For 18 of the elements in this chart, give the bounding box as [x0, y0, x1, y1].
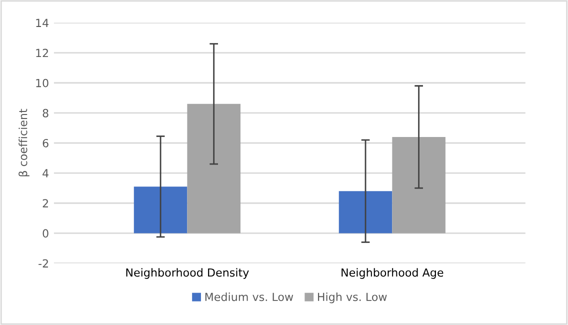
y-tick-label: 0: [42, 229, 48, 238]
x-tick-label: Neighborhood Age: [342, 268, 444, 279]
bar: [338, 191, 392, 234]
y-tick-label: 4: [42, 169, 48, 178]
legend-label: Medium vs. Low: [205, 292, 294, 302]
legend-label: High vs. Low: [318, 292, 387, 304]
bar: [392, 136, 446, 234]
y-tick-label: 12: [36, 48, 48, 58]
y-tick-label: 8: [42, 108, 48, 118]
y-tick-label: 6: [42, 138, 48, 148]
y-tick-label: 2: [42, 199, 48, 208]
y-tick-label: -2: [38, 259, 48, 268]
y-tick-label: 14: [36, 18, 48, 27]
y-axis-title: β coefficient: [18, 108, 30, 176]
bar: [134, 186, 188, 234]
bar: [187, 104, 240, 234]
x-tick-label: Neighborhood Density: [126, 268, 249, 279]
y-tick-label: 10: [36, 78, 48, 88]
